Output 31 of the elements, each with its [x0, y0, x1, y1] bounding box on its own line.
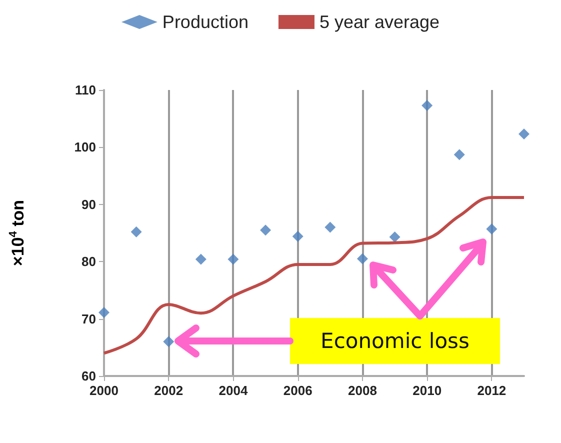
y-tick-label: 110	[75, 82, 96, 98]
x-tick-label: 2006	[283, 383, 312, 398]
y-tick-label: 60	[82, 368, 96, 384]
y-tick-label: 90	[82, 196, 96, 212]
point	[260, 224, 272, 236]
x-tick-label: 2000	[90, 383, 118, 398]
point	[98, 307, 110, 318]
y-tick-label: 70	[82, 311, 96, 326]
annotation: Economic loss	[290, 318, 500, 364]
point	[163, 336, 174, 348]
point	[486, 223, 498, 234]
point	[518, 128, 530, 140]
legend-label: Production	[162, 12, 248, 32]
line-series	[102, 196, 526, 355]
y-tick-label: 100	[74, 140, 96, 155]
legend-label: 5 year average	[319, 12, 440, 32]
point	[292, 230, 304, 242]
point	[356, 253, 368, 264]
x-tick-label: 2004	[218, 383, 248, 398]
y-tick-label: 80	[82, 254, 96, 270]
x-tick-label: 2008	[348, 383, 377, 398]
x-tick-label: 2010	[412, 383, 442, 398]
point	[389, 232, 400, 243]
point	[454, 149, 465, 160]
point	[324, 222, 336, 233]
x-tick-label: 2002	[154, 383, 184, 398]
point	[422, 100, 433, 111]
point	[195, 254, 206, 265]
point	[130, 226, 142, 238]
x-tick-label: 2012	[477, 383, 506, 398]
point	[228, 254, 239, 265]
